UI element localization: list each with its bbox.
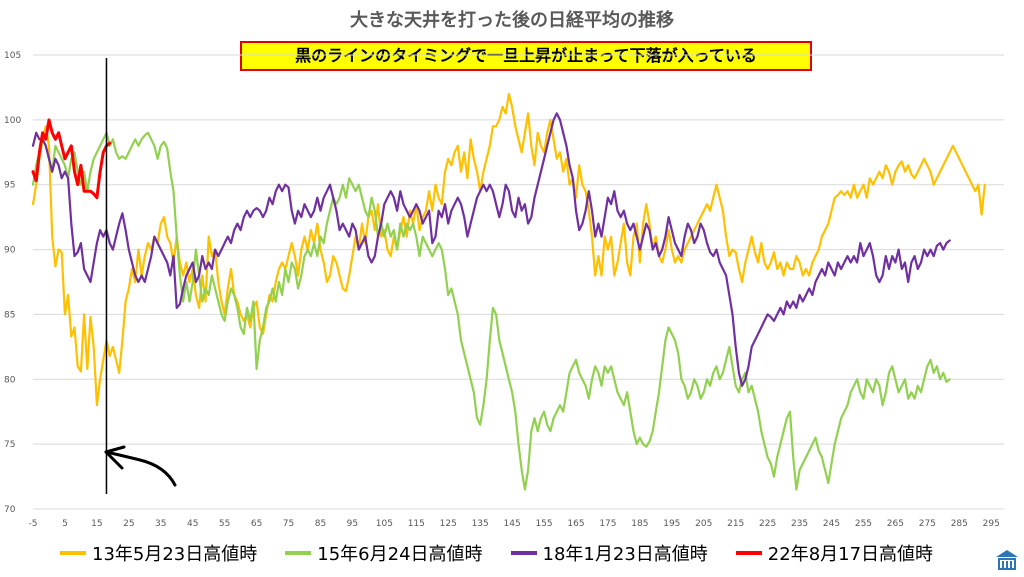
x-tick-label: 145: [504, 519, 521, 529]
x-tick-label: 235: [791, 519, 808, 529]
y-tick-label: 85: [4, 310, 15, 320]
x-tick-label: -5: [29, 519, 38, 529]
legend-swatch: [285, 551, 312, 555]
x-tick-label: 165: [567, 519, 584, 529]
arrow-shaft: [104, 450, 177, 487]
series-lines: [31, 92, 986, 491]
legend-item: 18年1月23日高値時: [510, 540, 708, 566]
x-tick-label: 285: [951, 519, 968, 529]
x-tick-label: 135: [472, 519, 489, 529]
legend-swatch: [510, 551, 537, 555]
legend-swatch: [60, 551, 86, 555]
grid-lines: [33, 54, 1004, 510]
x-tick-label: 35: [155, 519, 166, 529]
x-tick-label: 225: [759, 519, 776, 529]
x-tick-label: 75: [283, 519, 294, 529]
y-tick-label: 90: [4, 246, 16, 256]
arrow-head-icon: [104, 445, 126, 470]
series-line: [31, 131, 951, 491]
y-tick-label: 95: [4, 181, 15, 191]
legend-item: 13年5月23日高値時: [60, 540, 257, 566]
x-tick-label: 155: [535, 519, 552, 529]
x-tick-label: 25: [123, 519, 134, 529]
series-line: [31, 92, 986, 407]
x-tick-label: 115: [408, 519, 425, 529]
y-tick-label: 70: [4, 505, 16, 515]
x-tick-label: 255: [855, 519, 872, 529]
logo-icon: [996, 550, 1018, 570]
legend-item: 22年8月17日高値時: [735, 540, 934, 566]
chart-title: 大きな天井を打った後の日経平均の推移: [350, 10, 674, 31]
legend: 13年5月23日高値時 15年6月24日高値時 18年1月23日高値時 22年8…: [60, 538, 980, 568]
x-tick-label: 215: [727, 519, 744, 529]
x-tick-label: 275: [919, 519, 936, 529]
series-line: [31, 112, 951, 387]
x-tick-label: 85: [315, 519, 326, 529]
series-line: [31, 118, 112, 200]
y-tick-label: 100: [4, 116, 21, 126]
x-tick-label: 295: [983, 519, 1000, 529]
y-tick-label: 105: [4, 51, 21, 61]
x-tick-label: 195: [663, 519, 680, 529]
x-tick-label: 15: [91, 519, 102, 529]
x-tick-label: 55: [219, 519, 230, 529]
x-axis-ticks: -5 5 15 25 35 45 55 65 75 85 95 105 115 125 135 145 155 1…: [29, 519, 1000, 529]
x-tick-label: 175: [599, 519, 616, 529]
x-tick-label: 105: [376, 519, 393, 529]
legend-label: 13年5月23日高値時: [92, 544, 258, 565]
x-tick-label: 205: [695, 519, 712, 529]
x-tick-label: 125: [440, 519, 457, 529]
legend-swatch: [735, 551, 762, 555]
legend-label: 22年8月17日高値時: [767, 544, 934, 565]
legend-label: 18年1月23日高値時: [542, 544, 708, 565]
legend-item: 15年6月24日高値時: [285, 540, 483, 566]
x-tick-label: 45: [187, 519, 198, 529]
x-tick-label: 95: [347, 519, 358, 529]
legend-label: 15年6月24日高値時: [317, 544, 483, 565]
y-tick-label: 75: [4, 440, 15, 450]
x-tick-label: 65: [251, 519, 262, 529]
y-tick-label: 80: [4, 375, 16, 385]
x-tick-label: 185: [631, 519, 648, 529]
x-tick-label: 5: [62, 519, 68, 529]
y-axis-ticks: 70 75 80 85 90 95 100 105: [4, 51, 21, 515]
marker-layer: [104, 58, 177, 494]
x-tick-label: 245: [823, 519, 840, 529]
x-tick-label: 265: [887, 519, 904, 529]
